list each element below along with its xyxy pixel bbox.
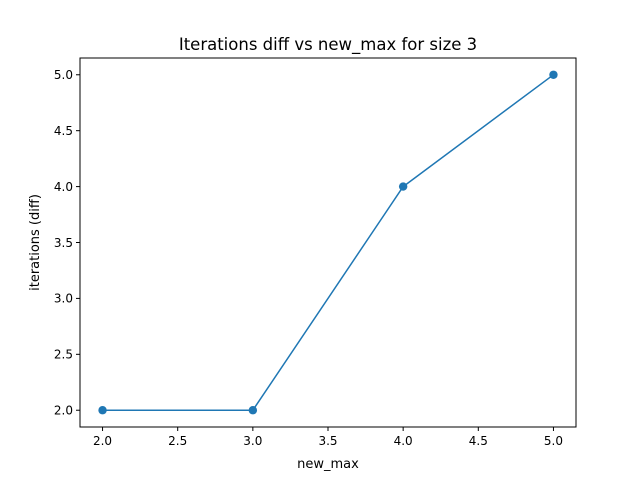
ticks-layer: 2.0 2.5 3.0 3.5 4.0 4.5 5.0 2.0 2.5 3.0 3.5 4.0 4.5 5… xyxy=(54,68,563,448)
series-line xyxy=(101,73,555,411)
x-tick-label: 4.0 xyxy=(394,434,413,448)
y-tick-label: 4.5 xyxy=(54,124,73,138)
data-point xyxy=(549,70,558,79)
y-tick-label: 3.0 xyxy=(54,292,73,306)
x-axis-label: new_max xyxy=(297,457,359,472)
data-point xyxy=(398,182,408,191)
series-layer xyxy=(98,70,558,415)
x-tick-label: 4.5 xyxy=(469,434,488,448)
x-tick-label: 5.0 xyxy=(544,434,563,448)
x-tick-label: 3.5 xyxy=(318,434,337,448)
y-tick-label: 3.5 xyxy=(54,236,73,250)
x-tick-label: 2.0 xyxy=(93,434,112,448)
data-point xyxy=(98,406,107,415)
chart-title: Iterations diff vs new_max for size 3 xyxy=(179,35,477,55)
y-tick-label: 2.0 xyxy=(54,404,73,418)
y-tick-label: 2.5 xyxy=(54,348,73,362)
plot-frame xyxy=(79,57,577,428)
y-tick-label: 4.0 xyxy=(54,180,73,194)
y-axis-label: iterations (diff) xyxy=(28,194,43,291)
x-tick-label: 3.0 xyxy=(243,434,262,448)
data-point xyxy=(248,406,258,415)
x-tick-label: 2.5 xyxy=(168,434,187,448)
y-tick-label: 5.0 xyxy=(54,68,73,82)
